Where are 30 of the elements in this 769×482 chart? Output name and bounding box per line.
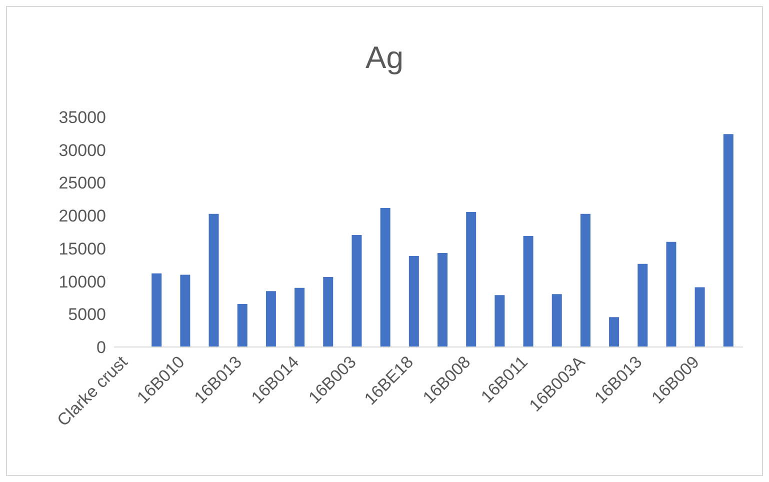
y-tick-label: 25000 (58, 174, 106, 193)
y-tick-label: 0 (96, 338, 106, 358)
y-tick-label: 5000 (68, 305, 106, 324)
bar (666, 242, 676, 347)
y-tick-label: 30000 (58, 140, 106, 160)
bar (609, 317, 620, 347)
bar (380, 208, 390, 347)
y-tick-label: 35000 (58, 108, 106, 128)
bar (294, 288, 305, 347)
bar (438, 253, 448, 347)
bar (323, 277, 334, 347)
bar (266, 291, 276, 347)
bar (208, 214, 219, 347)
y-tick-label: 15000 (58, 239, 106, 258)
bar (408, 256, 419, 347)
bar (494, 295, 505, 347)
chart-title: Ag (364, 40, 404, 76)
bar (466, 212, 476, 347)
bar (638, 264, 648, 347)
bar (352, 234, 362, 347)
bar (152, 273, 162, 347)
bar (237, 304, 248, 347)
bar (523, 236, 534, 347)
bar (580, 214, 590, 347)
bar (180, 274, 190, 347)
bar (723, 134, 734, 347)
bar (552, 294, 562, 347)
bar (694, 287, 705, 347)
y-tick-label: 10000 (58, 272, 106, 292)
y-tick-label: 20000 (58, 206, 106, 226)
